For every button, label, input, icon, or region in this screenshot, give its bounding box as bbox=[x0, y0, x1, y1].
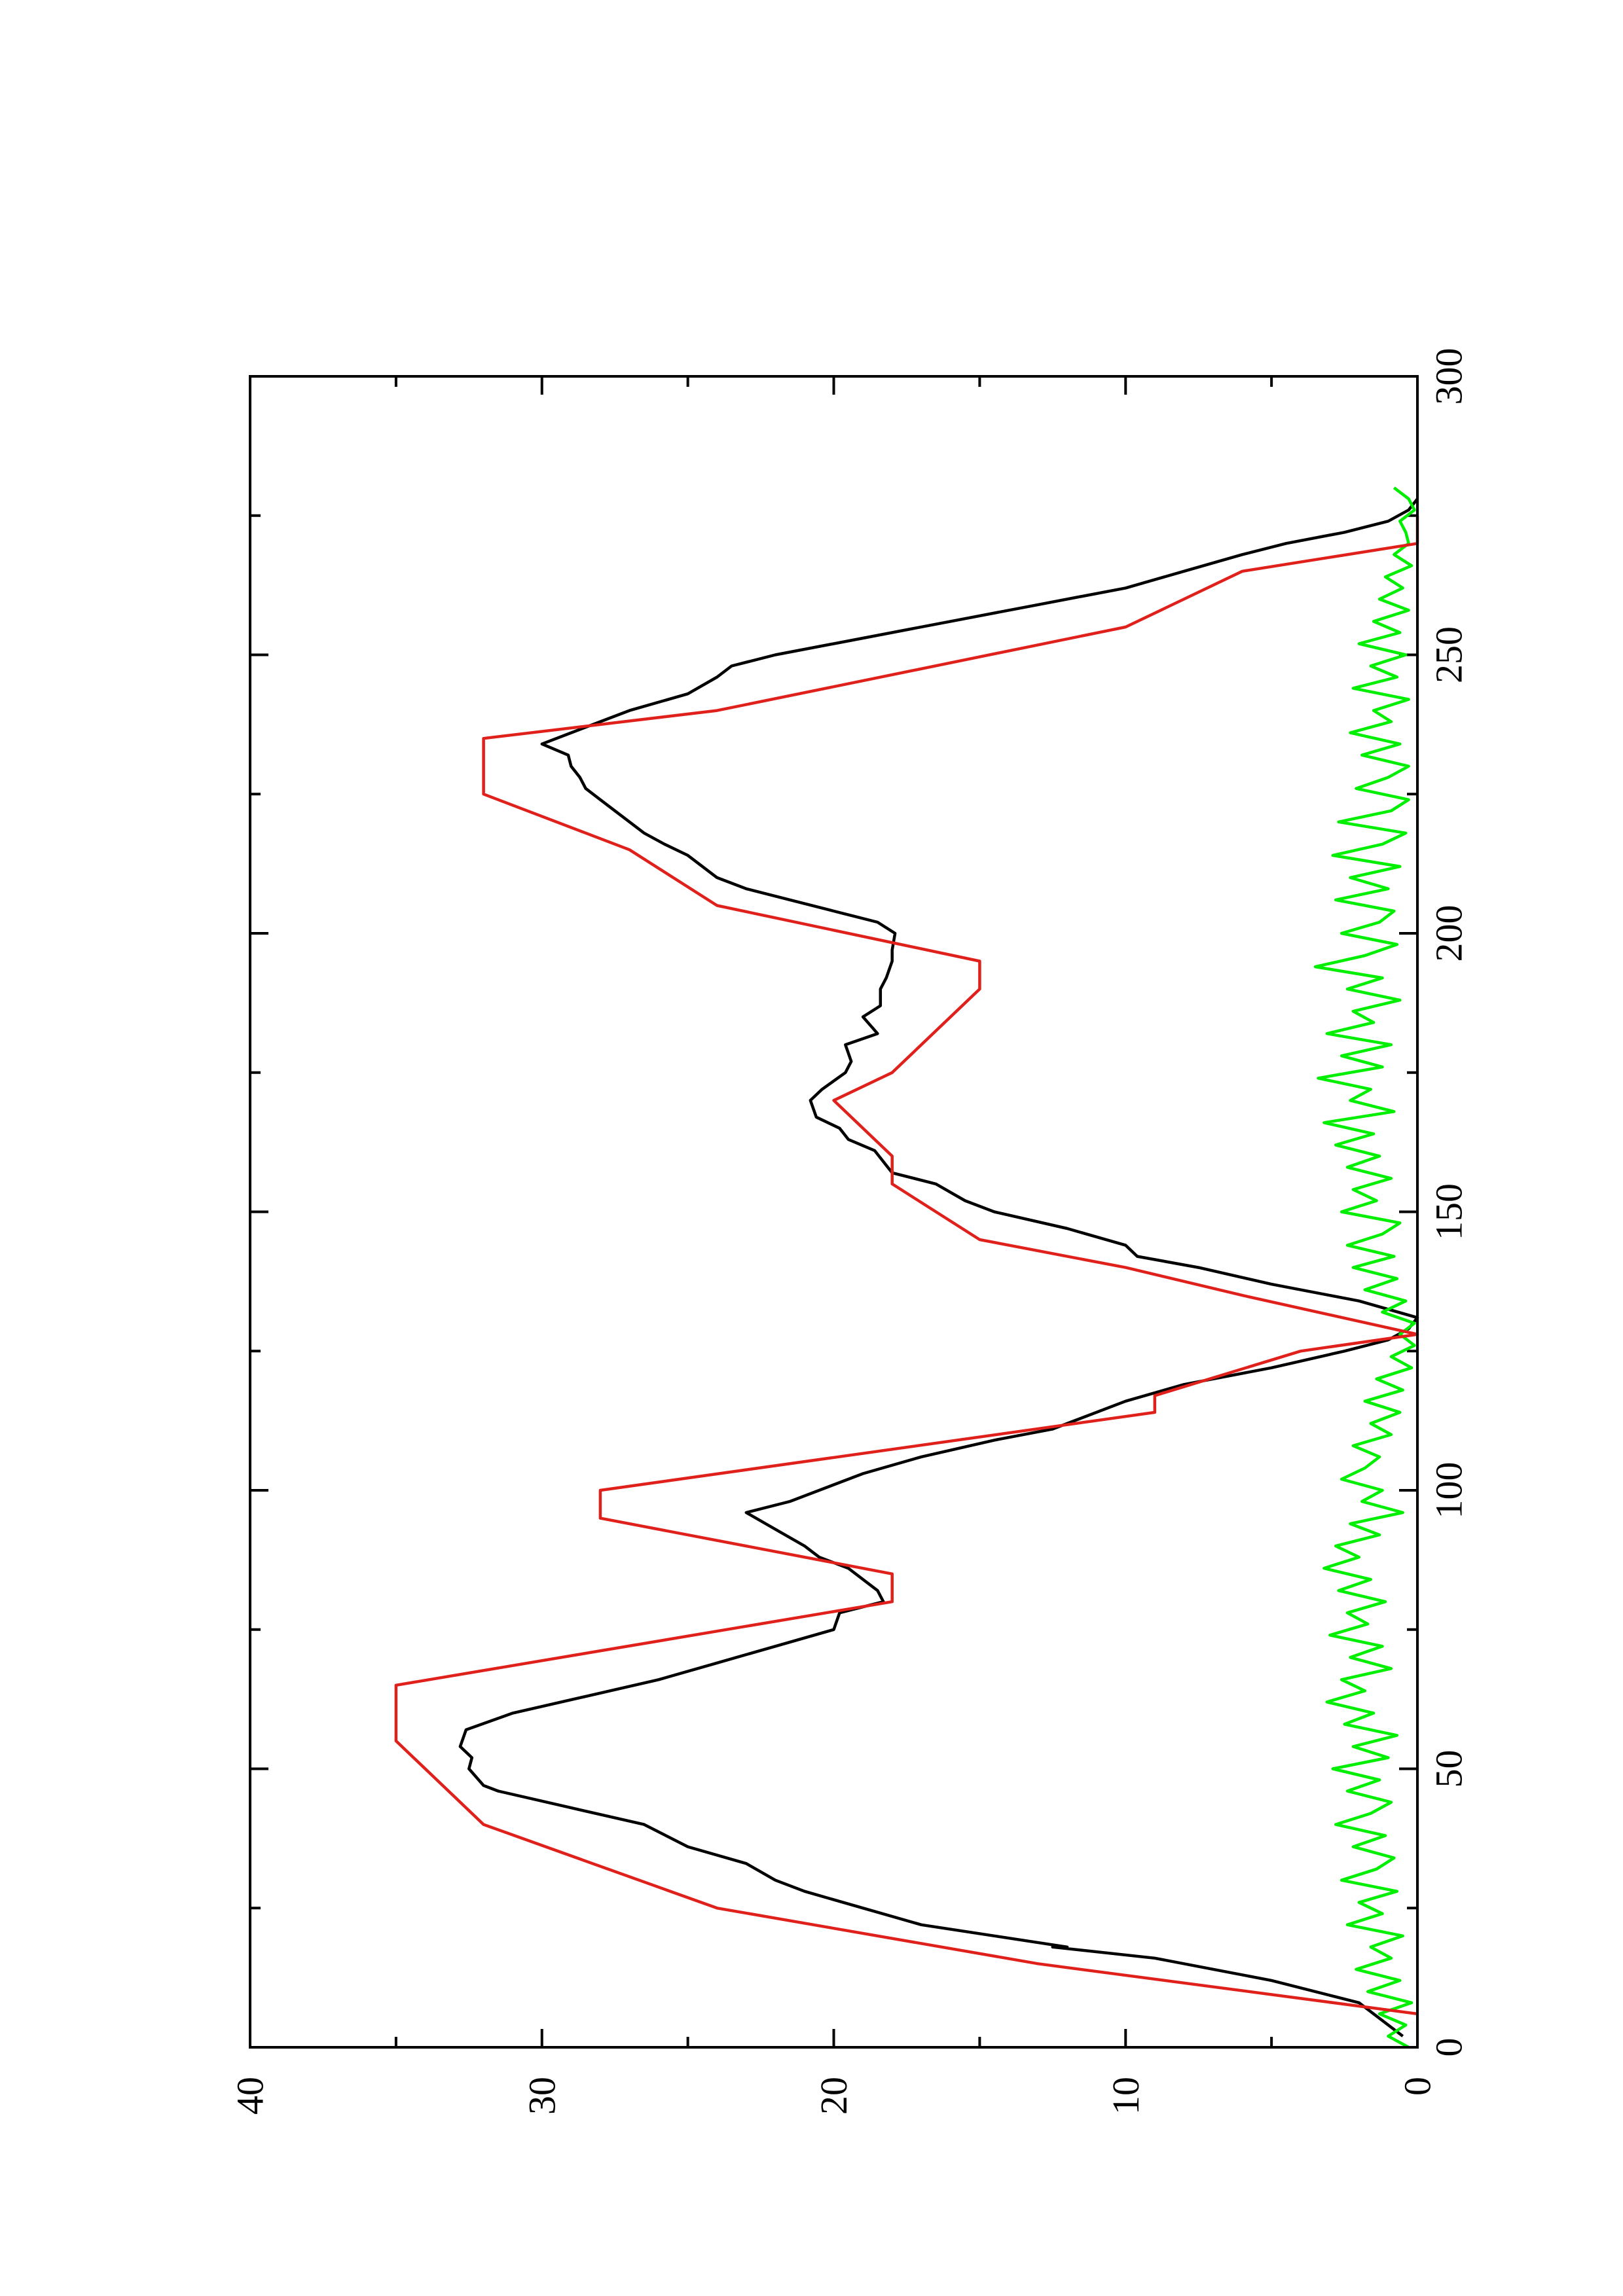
plot-frame bbox=[249, 375, 1419, 2049]
tick-labels: 0 50 100 150 200 250 300 0 10 20 30 40 bbox=[229, 348, 1470, 2115]
residual-series-line bbox=[1313, 486, 1416, 2049]
y-tick-label: 0 bbox=[1396, 2077, 1439, 2096]
y-tick-label: 30 bbox=[520, 2077, 563, 2115]
y-tick-label: 40 bbox=[229, 2077, 272, 2115]
model-series-line bbox=[394, 515, 1419, 2016]
x-tick-label: 0 bbox=[1428, 2038, 1470, 2057]
x-tick-label: 150 bbox=[1428, 1183, 1470, 1240]
x-tick-label: 250 bbox=[1428, 626, 1470, 683]
x-tick-label: 300 bbox=[1428, 348, 1470, 405]
series-lines bbox=[394, 486, 1419, 2049]
x-tick-label: 200 bbox=[1428, 905, 1470, 962]
y-tick-label: 10 bbox=[1104, 2077, 1147, 2115]
profile-series-line bbox=[458, 497, 1419, 2037]
y-tick-label: 20 bbox=[812, 2077, 855, 2115]
axis-ticks bbox=[249, 375, 1419, 2049]
x-tick-label: 100 bbox=[1428, 1462, 1470, 1519]
x-tick-label: 50 bbox=[1428, 1750, 1470, 1788]
